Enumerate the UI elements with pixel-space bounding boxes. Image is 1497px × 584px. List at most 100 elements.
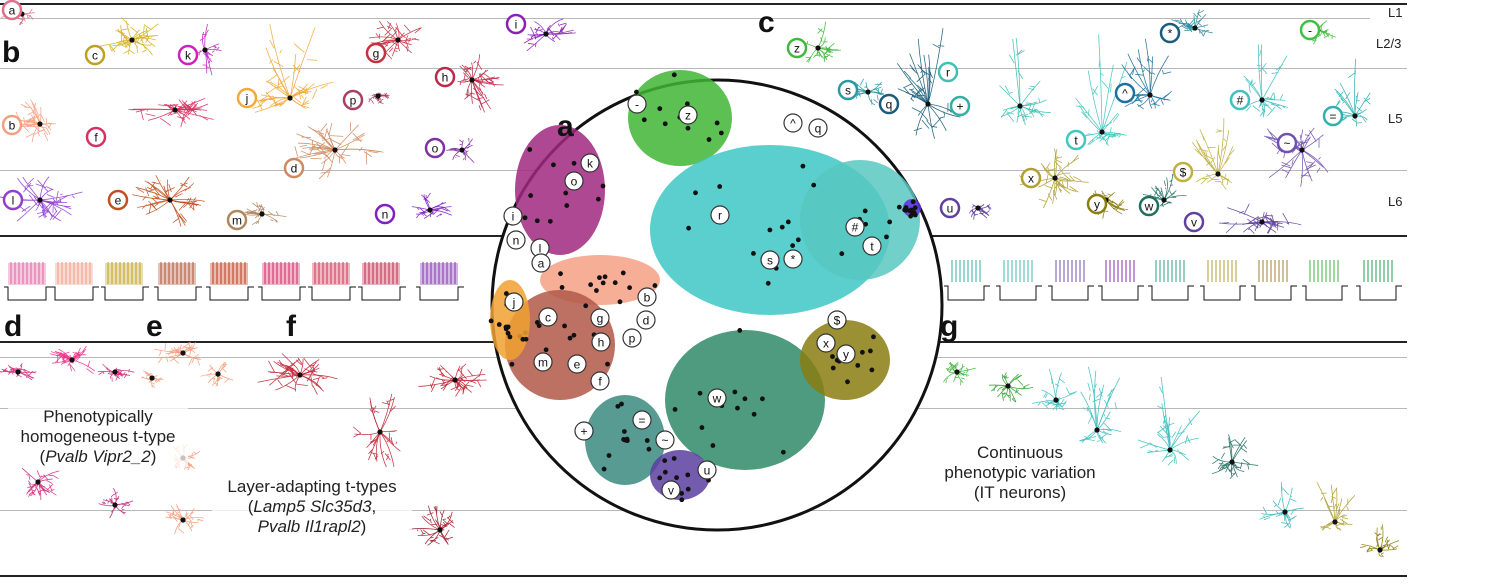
svg-text:j: j: [245, 92, 249, 106]
neuron-marker-b-p: p: [342, 89, 364, 111]
neuron-m: [239, 201, 287, 225]
neuron-marker-c-$: $: [1172, 161, 1194, 183]
tsne-marker-28: w: [707, 388, 727, 408]
svg-text:d: d: [291, 162, 298, 176]
neuron-marker-b-n: n: [374, 203, 396, 225]
svg-text:s: s: [845, 84, 851, 98]
tsne-cluster-4: [665, 328, 825, 470]
trace-g-2: [996, 260, 1042, 301]
tsne-marker-18: g: [590, 308, 610, 328]
trace-b-4: [154, 262, 202, 301]
caption-continuous-variation: Continuous phenotypic variation (IT neur…: [930, 443, 1110, 503]
neuron-h: [457, 54, 504, 113]
svg-text:^: ^: [1122, 87, 1128, 101]
neuron-g3: [1031, 368, 1077, 411]
svg-text:z: z: [794, 42, 800, 56]
svg-text:p: p: [629, 332, 636, 346]
layer-label-l23: L2/3: [1376, 36, 1402, 51]
tsne-marker-12: s: [760, 250, 780, 270]
trace-g-6: [1200, 260, 1246, 301]
tsne-marker-25: $: [827, 310, 847, 330]
tsne-marker-1: z: [678, 105, 698, 125]
neuron-marker-b-m: m: [226, 209, 248, 231]
neuron-marker-b-h: h: [434, 66, 456, 88]
neuron-p: [368, 92, 390, 104]
svg-text:~: ~: [661, 434, 668, 448]
neuron-marker-c-*: *: [1159, 22, 1181, 44]
figure-bottom-rule: [0, 575, 1407, 577]
svg-text:u: u: [704, 464, 711, 478]
neuron-g1: [943, 361, 976, 386]
neuron-marker-c-v: v: [1183, 211, 1205, 233]
neuron-f1: [257, 353, 338, 395]
svg-text:o: o: [432, 142, 439, 156]
svg-text:-: -: [1308, 24, 1312, 38]
tsne-marker-6: i: [503, 206, 523, 226]
tsne-marker-21: m: [533, 352, 553, 372]
neuron-marker-c-#: #: [1229, 89, 1251, 111]
caption-layer-adapting-ttypes: Layer-adapting t-types (Lamp5 Slc35d3, P…: [212, 477, 412, 537]
tsne-marker-11: *: [783, 249, 803, 269]
neuron-marker-c-r: r: [937, 61, 959, 83]
neuron-g2: [988, 372, 1034, 403]
tsne-marker-13: t: [862, 236, 882, 256]
tsne-marker-15: b: [637, 287, 657, 307]
neuron-d5: [98, 487, 134, 519]
tsne-cluster-6: [515, 125, 606, 255]
neuron-marker-b-c: c: [84, 44, 106, 66]
neuron-u: [969, 203, 992, 220]
svg-text:x: x: [823, 337, 829, 351]
neuron-marker-b-a: a: [1, 0, 23, 21]
svg-text:c: c: [545, 311, 551, 325]
tsne-marker-9: r: [710, 205, 730, 225]
tsne-marker-7: n: [506, 230, 526, 250]
svg-text:b: b: [9, 119, 16, 133]
neuron-marker-b-i: i: [505, 13, 527, 35]
tsne-marker-20: p: [622, 328, 642, 348]
neuron-j: [252, 24, 334, 113]
trace-b-2: [51, 262, 99, 301]
svg-text:j: j: [512, 296, 516, 310]
neuron-marker-b-l: l: [2, 189, 24, 211]
neuron-f4: [408, 505, 455, 546]
svg-text:p: p: [350, 94, 357, 108]
neuron-d: [286, 122, 384, 180]
neuron-marker-b-g: g: [365, 42, 387, 64]
neuron-d2: [49, 345, 96, 375]
panel-label-b: b: [2, 36, 21, 69]
svg-text:#: #: [1237, 94, 1244, 108]
neuron-hash: [1243, 44, 1289, 118]
trace-b-7: [308, 262, 356, 301]
svg-text:f: f: [94, 131, 98, 145]
svg-text:^: ^: [790, 117, 796, 131]
svg-text:#: #: [852, 221, 859, 235]
svg-text:e: e: [574, 358, 581, 372]
svg-text:h: h: [442, 71, 449, 85]
tsne-cluster-12: [902, 199, 921, 219]
svg-text:*: *: [791, 253, 796, 267]
svg-text:t: t: [1074, 134, 1078, 148]
trace-g-7: [1251, 260, 1297, 301]
trace-b-3: [101, 262, 149, 301]
neuron-marker-c-~: ~: [1276, 132, 1298, 154]
tsne-marker-33: u: [697, 460, 717, 480]
trace-b-1: [4, 262, 52, 301]
svg-text:q: q: [886, 98, 893, 112]
tsne-marker-10: #: [845, 217, 865, 237]
neuron-d4: [21, 467, 60, 501]
svg-text:$: $: [834, 314, 841, 328]
tsne-marker-24: d: [636, 310, 656, 330]
neuron-q: [896, 28, 961, 139]
neuron-n: [411, 192, 452, 219]
neuron-i: [523, 18, 576, 52]
neuron-marker-c-u: u: [939, 197, 961, 219]
neuron-dollar: [1191, 118, 1235, 190]
svg-text:v: v: [1191, 216, 1197, 230]
tsne-marker-0: -: [627, 94, 647, 114]
neuron-w: [1142, 173, 1187, 207]
tsne-marker-26: x: [816, 333, 836, 353]
tsne-marker-16: j: [504, 292, 524, 312]
neuron-marker-c-z: z: [786, 37, 808, 59]
tsne-marker-30: =: [632, 410, 652, 430]
